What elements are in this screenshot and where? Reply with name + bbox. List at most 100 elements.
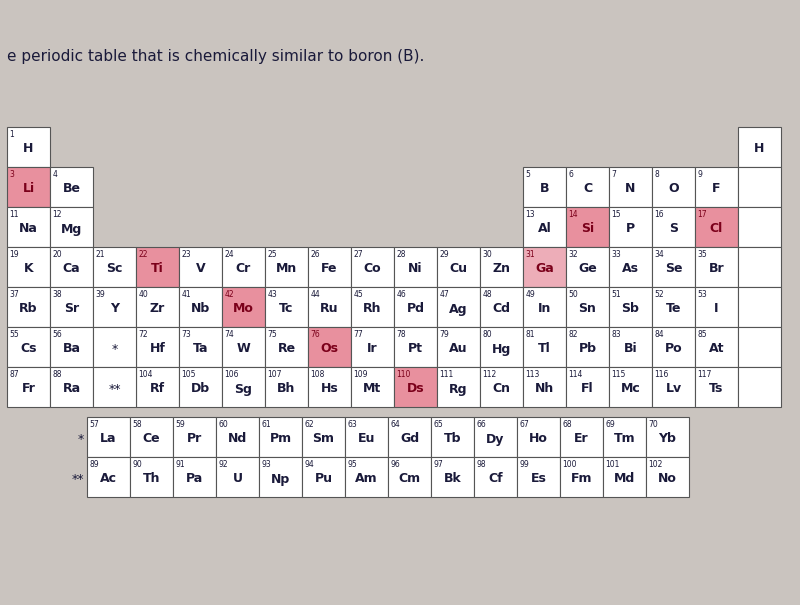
Text: 109: 109 bbox=[354, 370, 368, 379]
Bar bbox=[480, 287, 523, 327]
Bar bbox=[216, 457, 259, 497]
Bar bbox=[695, 167, 738, 207]
Bar bbox=[302, 457, 345, 497]
Text: Ag: Ag bbox=[450, 302, 468, 315]
Text: 55: 55 bbox=[10, 330, 19, 339]
Bar bbox=[93, 327, 136, 367]
Bar bbox=[652, 167, 695, 207]
Bar bbox=[738, 167, 781, 207]
Bar bbox=[480, 247, 523, 287]
Bar bbox=[179, 327, 222, 367]
Bar bbox=[308, 247, 351, 287]
Bar bbox=[345, 417, 388, 457]
Text: 93: 93 bbox=[262, 460, 271, 469]
Bar bbox=[566, 207, 609, 247]
Text: Dy: Dy bbox=[486, 433, 505, 445]
Bar bbox=[7, 207, 50, 247]
Bar bbox=[437, 247, 480, 287]
Text: 32: 32 bbox=[569, 250, 578, 259]
Bar bbox=[523, 327, 566, 367]
Text: Hg: Hg bbox=[492, 342, 511, 356]
Bar bbox=[652, 367, 695, 407]
Bar bbox=[517, 417, 560, 457]
Text: 51: 51 bbox=[611, 290, 621, 299]
Bar bbox=[394, 287, 437, 327]
Text: 111: 111 bbox=[439, 370, 454, 379]
Bar bbox=[652, 247, 695, 287]
Bar bbox=[523, 287, 566, 327]
Bar bbox=[738, 287, 781, 327]
Text: Pa: Pa bbox=[186, 473, 203, 485]
Text: H: H bbox=[754, 143, 765, 155]
Text: Si: Si bbox=[581, 223, 594, 235]
Text: 100: 100 bbox=[562, 460, 577, 469]
Bar bbox=[7, 327, 50, 367]
Text: 116: 116 bbox=[654, 370, 669, 379]
Bar bbox=[566, 327, 609, 367]
Text: Cr: Cr bbox=[236, 263, 251, 275]
Bar bbox=[566, 247, 609, 287]
Bar bbox=[222, 367, 265, 407]
Text: 84: 84 bbox=[654, 330, 664, 339]
Text: 42: 42 bbox=[225, 290, 234, 299]
Bar bbox=[351, 327, 394, 367]
Text: 77: 77 bbox=[354, 330, 363, 339]
Text: Ti: Ti bbox=[151, 263, 164, 275]
Text: Db: Db bbox=[191, 382, 210, 396]
Text: 39: 39 bbox=[95, 290, 106, 299]
Text: 67: 67 bbox=[519, 420, 530, 429]
Bar bbox=[431, 417, 474, 457]
Text: Cl: Cl bbox=[710, 223, 723, 235]
Text: 72: 72 bbox=[138, 330, 148, 339]
Text: 23: 23 bbox=[182, 250, 191, 259]
Text: 102: 102 bbox=[649, 460, 663, 469]
Bar bbox=[351, 247, 394, 287]
Text: Sn: Sn bbox=[578, 302, 597, 315]
Text: 40: 40 bbox=[138, 290, 148, 299]
Bar bbox=[695, 327, 738, 367]
Text: 75: 75 bbox=[267, 330, 278, 339]
Text: Re: Re bbox=[278, 342, 295, 356]
Text: 47: 47 bbox=[439, 290, 450, 299]
Bar bbox=[437, 287, 480, 327]
Text: Li: Li bbox=[22, 183, 34, 195]
Text: Bk: Bk bbox=[444, 473, 462, 485]
Bar bbox=[265, 287, 308, 327]
Text: 63: 63 bbox=[347, 420, 358, 429]
Text: Fe: Fe bbox=[322, 263, 338, 275]
Bar bbox=[259, 417, 302, 457]
Text: 73: 73 bbox=[182, 330, 191, 339]
Bar bbox=[517, 457, 560, 497]
Text: H: H bbox=[23, 143, 34, 155]
Bar bbox=[173, 457, 216, 497]
Text: Na: Na bbox=[19, 223, 38, 235]
Text: 57: 57 bbox=[90, 420, 99, 429]
Bar bbox=[50, 247, 93, 287]
Text: Mc: Mc bbox=[621, 382, 640, 396]
Text: Nh: Nh bbox=[535, 382, 554, 396]
Text: Ni: Ni bbox=[408, 263, 422, 275]
Text: Ru: Ru bbox=[320, 302, 338, 315]
Text: C: C bbox=[583, 183, 592, 195]
Text: Ts: Ts bbox=[710, 382, 724, 396]
Text: 78: 78 bbox=[397, 330, 406, 339]
Text: Hf: Hf bbox=[150, 342, 166, 356]
Text: Zn: Zn bbox=[493, 263, 510, 275]
Bar bbox=[308, 287, 351, 327]
Bar bbox=[738, 367, 781, 407]
Text: 44: 44 bbox=[310, 290, 320, 299]
Text: 68: 68 bbox=[562, 420, 572, 429]
Text: 85: 85 bbox=[698, 330, 707, 339]
Text: 4: 4 bbox=[53, 170, 58, 179]
Text: 53: 53 bbox=[698, 290, 707, 299]
Bar bbox=[695, 207, 738, 247]
Text: K: K bbox=[24, 263, 34, 275]
Bar bbox=[222, 247, 265, 287]
Bar bbox=[7, 367, 50, 407]
Text: V: V bbox=[196, 263, 206, 275]
Text: 33: 33 bbox=[611, 250, 622, 259]
Bar bbox=[388, 417, 431, 457]
Text: Be: Be bbox=[62, 183, 81, 195]
Text: 96: 96 bbox=[390, 460, 400, 469]
Text: 15: 15 bbox=[611, 210, 621, 219]
